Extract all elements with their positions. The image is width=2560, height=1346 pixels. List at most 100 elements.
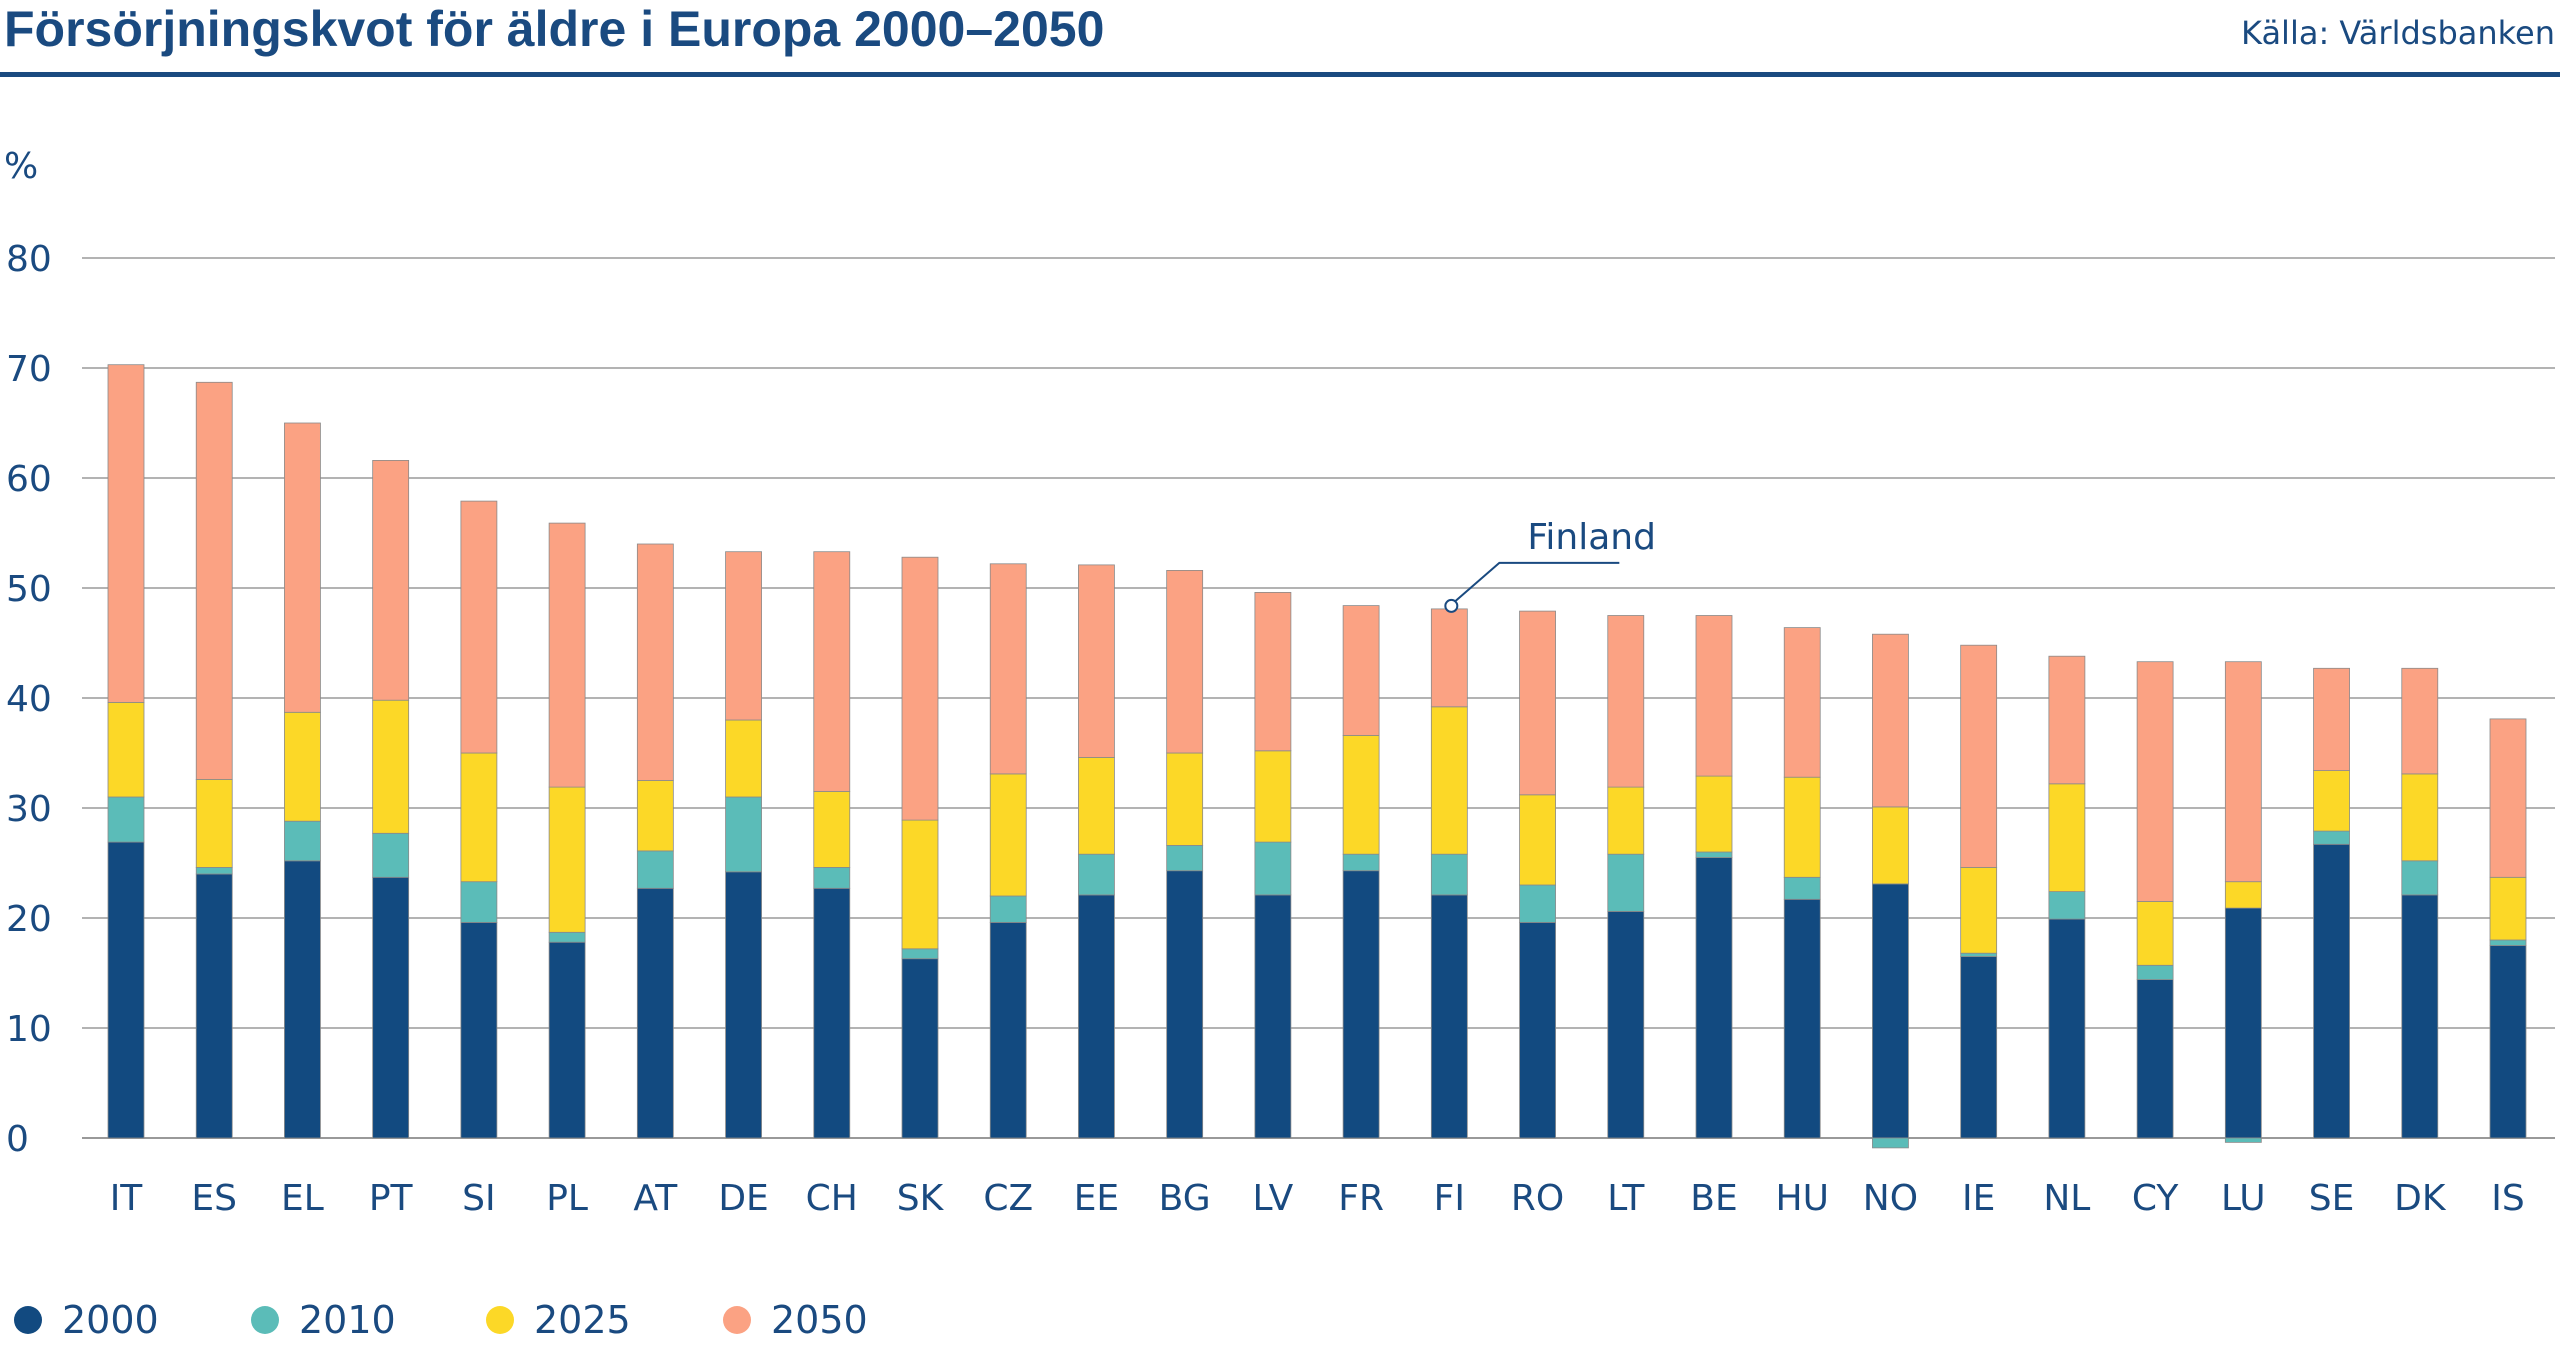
bar-SI-2050 [460, 500, 498, 754]
x-tick-label: SE [2309, 1178, 2355, 1219]
bar-FI-2025 [1430, 706, 1468, 855]
bar-FR-2010 [1342, 853, 1380, 872]
x-tick-label: EL [281, 1178, 324, 1219]
bar-PL-2000 [548, 941, 586, 1139]
x-tick-label: PL [546, 1178, 588, 1219]
bar-BG-2050 [1166, 570, 1204, 754]
bar-BG-2010 [1166, 845, 1204, 872]
bar-LV-2050 [1254, 592, 1292, 752]
bar-SE-2050 [2313, 667, 2350, 771]
annotation-marker [1444, 598, 1459, 613]
bar-DK-2010 [2401, 860, 2439, 896]
bar-ES-2050 [195, 381, 233, 780]
bar-CZ-2025 [989, 773, 1027, 897]
bar-BG-2025 [1166, 752, 1204, 846]
x-tick-label: AT [633, 1178, 678, 1219]
bar-DE-2025 [725, 719, 762, 798]
bar-LU-2025 [2224, 881, 2262, 909]
bar-NL-2000 [2048, 918, 2086, 1139]
bar-LT-2010 [1607, 853, 1645, 912]
annotation-label: Finland [1527, 517, 1656, 558]
x-tick-label: RO [1511, 1178, 1564, 1219]
bar-NO-2000 [1872, 883, 1909, 1139]
legend-label: 2025 [534, 1298, 631, 1342]
bar-DE-2010 [725, 796, 762, 873]
bar-DK-2025 [2401, 773, 2439, 862]
bar-AT-2050 [636, 543, 674, 781]
bar-ES-2010 [195, 867, 233, 875]
bar-CY-2025 [2136, 901, 2174, 966]
bar-SK-2050 [901, 556, 939, 821]
x-tick-label: LU [2221, 1178, 2266, 1219]
bar-FI-2050 [1430, 608, 1468, 708]
bar-FR-2025 [1342, 735, 1380, 855]
bar-FI-2010 [1430, 853, 1468, 896]
bar-RO-2025 [1519, 794, 1556, 886]
x-tick-label: CY [2132, 1178, 2180, 1219]
bar-CY-2050 [2136, 661, 2174, 902]
bar-ES-2025 [195, 779, 233, 868]
bar-CH-2050 [813, 551, 851, 792]
x-tick-label: SI [462, 1178, 495, 1219]
bar-LU-2000 [2224, 907, 2262, 1139]
bar-EL-2000 [284, 860, 321, 1139]
bar-HU-2025 [1783, 776, 1821, 878]
bar-SE-2010 [2313, 830, 2350, 845]
bar-LT-2025 [1607, 786, 1645, 855]
bar-CY-2010 [2136, 964, 2174, 980]
x-tick-label: LV [1253, 1178, 1294, 1219]
bar-HU-2000 [1783, 898, 1821, 1139]
bar-AT-2025 [636, 780, 674, 852]
bar-CH-2025 [813, 791, 851, 868]
bar-SI-2025 [460, 752, 498, 883]
x-tick-label: BE [1690, 1178, 1737, 1219]
bar-PT-2010 [372, 832, 410, 878]
bar-BE-2025 [1695, 775, 1733, 853]
bar-SI-2000 [460, 922, 498, 1139]
bar-SE-2000 [2313, 843, 2350, 1139]
y-tick-label: 40 [6, 679, 52, 720]
bar-LU-2050 [2224, 661, 2262, 883]
bar-SK-2010 [901, 948, 939, 960]
bar-CH-2010 [813, 867, 851, 889]
x-tick-label: BG [1159, 1178, 1211, 1219]
bar-NL-2025 [2048, 783, 2086, 892]
bar-NO-2010 [1872, 1137, 1909, 1149]
bar-IE-2050 [1960, 644, 1998, 868]
legend-marker-2000 [14, 1306, 42, 1334]
x-tick-label: HU [1776, 1178, 1829, 1219]
bar-PT-2025 [372, 699, 410, 834]
bar-IE-2010 [1960, 952, 1998, 957]
bar-IS-2010 [2489, 939, 2527, 946]
bar-CZ-2000 [989, 922, 1027, 1139]
x-tick-label: DK [2394, 1178, 2447, 1219]
bar-HU-2050 [1783, 627, 1821, 778]
bar-FR-2050 [1342, 605, 1380, 736]
bar-LT-2000 [1607, 911, 1645, 1139]
bar-SE-2025 [2313, 770, 2350, 832]
bar-IS-2000 [2489, 945, 2527, 1139]
legend-label: 2050 [771, 1298, 868, 1342]
x-tick-label: EE [1074, 1178, 1120, 1219]
y-tick-label: 60 [6, 459, 52, 500]
bar-BE-2000 [1695, 857, 1733, 1139]
bar-IS-2050 [2489, 718, 2527, 878]
x-tick-label: ES [191, 1178, 237, 1219]
bar-CH-2000 [813, 887, 851, 1139]
bar-EE-2000 [1078, 894, 1115, 1139]
bar-EL-2010 [284, 820, 321, 862]
bar-EE-2050 [1078, 564, 1115, 758]
legend-marker-2050 [723, 1306, 751, 1334]
x-tick-label: CH [806, 1178, 858, 1219]
bar-DE-2000 [725, 871, 762, 1139]
bar-NL-2050 [2048, 655, 2086, 785]
source-label: Källa: Världsbanken [2241, 14, 2555, 52]
bar-DK-2000 [2401, 894, 2439, 1139]
y-tick-label: 10 [6, 1009, 52, 1050]
bar-EE-2010 [1078, 853, 1115, 896]
x-tick-label: IE [1962, 1178, 1995, 1219]
bar-CZ-2010 [989, 895, 1027, 923]
bar-EE-2025 [1078, 757, 1115, 855]
x-tick-label: SK [897, 1178, 945, 1219]
